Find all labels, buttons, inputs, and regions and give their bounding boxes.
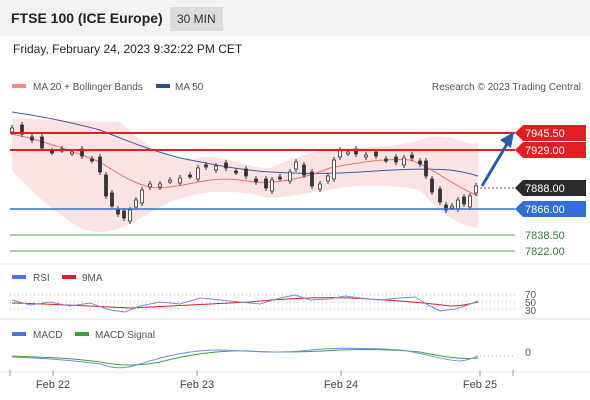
rsi-ma-legend-label: 9MA xyxy=(82,273,103,284)
candle-body xyxy=(364,154,368,158)
copyright-text: Research © 2023 Trading Central xyxy=(432,82,581,93)
candle-body xyxy=(224,162,228,169)
candle-body xyxy=(294,161,298,170)
candle-body xyxy=(30,136,34,141)
rsi-legend-label: RSI xyxy=(33,273,50,284)
level-tag-r1: 7929.00 xyxy=(515,142,586,158)
ma50-legend-swatch xyxy=(156,84,170,88)
rsi-legend-swatch xyxy=(12,275,26,279)
x-label-feb25: Feb 25 xyxy=(463,379,497,391)
rsi-line xyxy=(11,294,479,313)
candle-body xyxy=(158,183,162,188)
x-label-feb23: Feb 23 xyxy=(180,379,214,391)
instrument-title: FTSE 100 (ICE Europe) xyxy=(11,10,163,26)
bollinger-legend-swatch xyxy=(12,84,26,88)
level-r1-value: 7929.00 xyxy=(525,145,565,157)
candle-body xyxy=(128,209,132,222)
level-tag-last: 7888.00 xyxy=(515,180,586,196)
candle-body xyxy=(270,179,274,192)
candle-body xyxy=(318,183,322,190)
candle-body xyxy=(374,151,378,157)
x-label-feb22: Feb 22 xyxy=(36,379,70,391)
candle-body xyxy=(310,171,314,187)
candle-body xyxy=(204,164,208,168)
level-pivot-value: 7866.00 xyxy=(525,204,565,216)
level-s2-value: 7822.00 xyxy=(525,246,565,258)
candle-body xyxy=(70,151,74,155)
candle-body xyxy=(98,156,102,173)
macd-signal-legend-label: MACD Signal xyxy=(95,330,155,341)
candle-body xyxy=(50,150,54,154)
timeframe-button[interactable]: 30 MIN xyxy=(170,7,223,31)
candle-body xyxy=(394,156,398,163)
candle-body xyxy=(384,158,388,162)
ma50-line xyxy=(11,111,479,177)
candle-body xyxy=(148,183,152,188)
rsi-tick-30: 30 xyxy=(525,306,537,317)
macd-zero-label: 0 xyxy=(525,347,531,359)
candle-body xyxy=(338,149,342,158)
candle-body xyxy=(278,176,282,180)
candle-body xyxy=(40,136,44,149)
level-last-value: 7888.00 xyxy=(525,183,565,195)
macd-signal-line xyxy=(11,349,479,366)
candle-body xyxy=(410,154,414,159)
header-bar: FTSE 100 (ICE Europe) 30 MIN xyxy=(0,0,590,36)
macd-legend-swatch xyxy=(12,332,26,336)
level-tag-pivot: 7866.00 xyxy=(515,201,586,217)
candle-body xyxy=(418,160,422,165)
candle-body xyxy=(214,165,218,171)
candle-body xyxy=(326,175,330,182)
rsi-tick-50: 50 xyxy=(525,298,537,309)
candle-body xyxy=(302,164,306,176)
macd-legend-label: MACD xyxy=(33,330,62,341)
rsi-tick-70: 70 xyxy=(525,290,537,301)
candle-body xyxy=(264,178,268,189)
candle-body xyxy=(134,199,138,208)
candle-body xyxy=(196,167,200,180)
candle-body xyxy=(456,199,460,210)
candle-body xyxy=(178,177,182,184)
candle-body xyxy=(168,179,172,183)
rsi-ma-line xyxy=(11,297,479,309)
candle-body xyxy=(444,204,448,211)
candle-body xyxy=(140,189,144,204)
candle-body xyxy=(424,160,428,177)
candle-body xyxy=(122,210,126,219)
macd-signal-legend-swatch xyxy=(75,332,89,336)
level-s1-value: 7838.50 xyxy=(525,230,565,242)
candle-body xyxy=(332,159,336,180)
candle-body xyxy=(402,157,406,166)
candle-body xyxy=(346,151,350,155)
candle-body xyxy=(254,178,258,183)
candle-body xyxy=(104,174,108,197)
ma50-legend-label: MA 50 xyxy=(175,82,204,93)
candle-body xyxy=(188,174,192,178)
arrow-head-icon xyxy=(500,132,514,148)
candle-body xyxy=(462,196,466,205)
forecast-arrow xyxy=(480,143,509,187)
candle-body xyxy=(438,188,442,203)
candle-body xyxy=(288,171,292,182)
candle-body xyxy=(450,205,454,209)
x-label-feb24: Feb 24 xyxy=(324,379,358,391)
candle-body xyxy=(430,178,434,193)
candle-body xyxy=(10,127,14,133)
level-tag-r2: 7945.50 xyxy=(515,125,586,141)
candle-body xyxy=(468,195,472,208)
rsi-ma-legend-swatch xyxy=(62,275,76,279)
timestamp: Friday, February 24, 2023 9:32:22 PM CET xyxy=(13,42,243,56)
candle-body xyxy=(110,192,114,207)
candle-body xyxy=(234,170,238,174)
macd-line xyxy=(11,347,479,369)
level-r2-value: 7945.50 xyxy=(525,128,565,140)
candle-body xyxy=(244,168,248,177)
bollinger-legend-label: MA 20 + Bollinger Bands xyxy=(33,82,143,93)
candle-body xyxy=(90,158,94,162)
candle-body xyxy=(474,185,478,194)
